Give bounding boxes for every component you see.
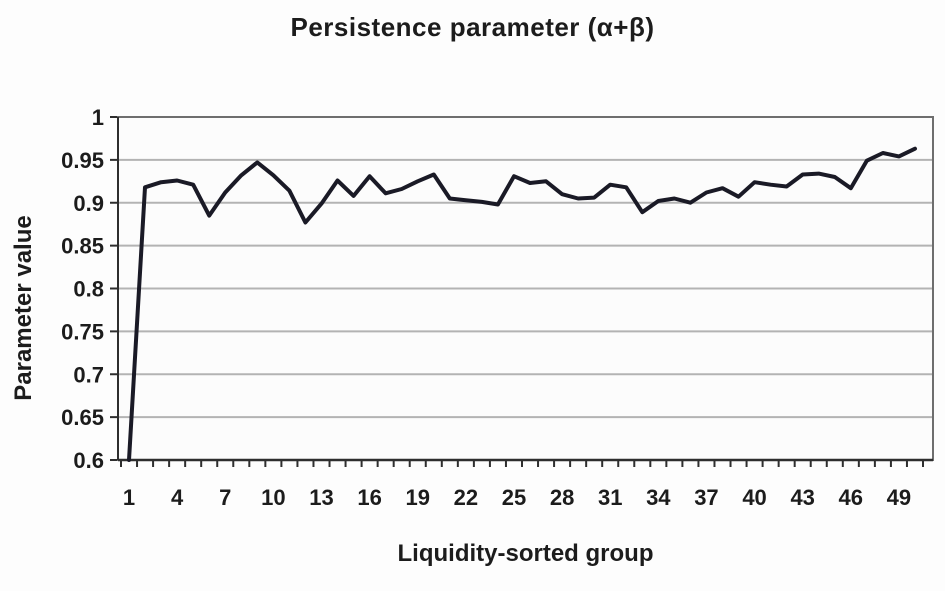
x-tick-label: 1 xyxy=(123,485,135,510)
x-axis-title: Liquidity-sorted group xyxy=(397,540,654,567)
x-tick-label: 22 xyxy=(454,485,478,510)
x-tick-label: 49 xyxy=(887,485,911,510)
x-tick-label: 19 xyxy=(405,485,429,510)
y-tick-label: 0.65 xyxy=(61,405,104,430)
x-tick-label: 28 xyxy=(550,485,574,510)
chart-title: Persistence parameter (α+β) xyxy=(290,12,655,42)
y-tick-label: 0.95 xyxy=(61,148,104,173)
y-tick-label: 0.8 xyxy=(73,277,104,302)
y-tick-label: 0.9 xyxy=(73,191,104,216)
x-tick-label: 43 xyxy=(790,485,814,510)
y-tick-label: 0.85 xyxy=(61,234,104,259)
y-tick-label: 0.7 xyxy=(73,362,104,387)
x-tick-label: 7 xyxy=(219,485,231,510)
x-tick-label: 34 xyxy=(646,485,671,510)
x-tick-label: 25 xyxy=(502,485,526,510)
x-tick-label: 10 xyxy=(261,485,285,510)
x-tick-label: 13 xyxy=(309,485,333,510)
data-line-series xyxy=(127,146,917,462)
y-tick-label: 0.6 xyxy=(73,448,104,473)
x-tick-label: 31 xyxy=(598,485,622,510)
x-tick-label: 16 xyxy=(357,485,381,510)
y-tick-label: 1 xyxy=(92,105,104,130)
x-tick-label: 4 xyxy=(171,485,184,510)
x-tick-label: 37 xyxy=(694,485,718,510)
y-tick-label: 0.75 xyxy=(61,319,104,344)
x-tick-label: 40 xyxy=(742,485,766,510)
x-tick-label: 46 xyxy=(839,485,863,510)
